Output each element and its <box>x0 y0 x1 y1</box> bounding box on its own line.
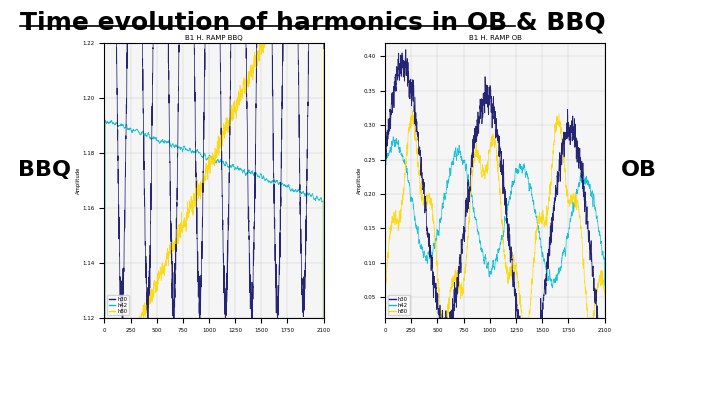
Text: OB: OB <box>621 160 657 180</box>
Text: BBQ: BBQ <box>18 160 71 180</box>
Title: B1 H. RAMP OB: B1 H. RAMP OB <box>469 35 521 41</box>
Legend: h30, h42, h80: h30, h42, h80 <box>388 295 410 315</box>
Text: 21: 21 <box>684 375 700 388</box>
Title: B1 H. RAMP BBQ: B1 H. RAMP BBQ <box>185 35 243 41</box>
Text: Time evolution of harmonics in OB & BBQ: Time evolution of harmonics in OB & BBQ <box>20 10 606 34</box>
Y-axis label: Amplitude: Amplitude <box>357 166 362 194</box>
Y-axis label: Amplitude: Amplitude <box>76 166 81 194</box>
Legend: h30, h42, h80: h30, h42, h80 <box>107 295 129 315</box>
